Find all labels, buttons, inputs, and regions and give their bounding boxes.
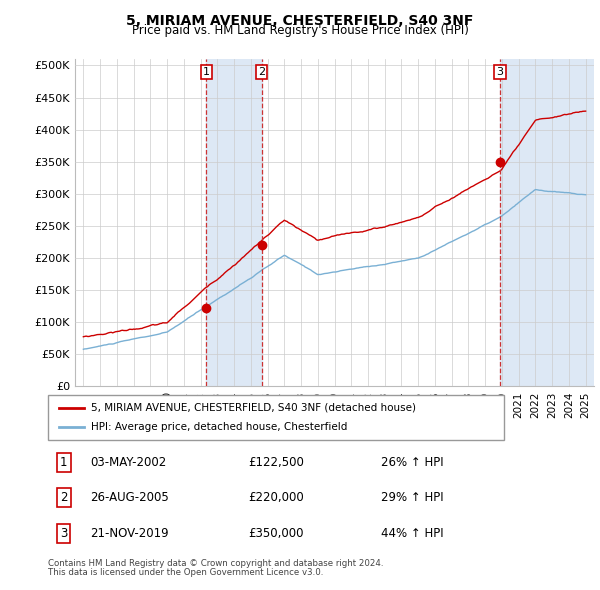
Text: 26-AUG-2005: 26-AUG-2005 bbox=[90, 490, 169, 504]
Text: 1: 1 bbox=[60, 455, 68, 468]
Text: HPI: Average price, detached house, Chesterfield: HPI: Average price, detached house, Ches… bbox=[91, 422, 347, 432]
Text: 44% ↑ HPI: 44% ↑ HPI bbox=[380, 527, 443, 540]
Text: 3: 3 bbox=[497, 67, 503, 77]
Text: £350,000: £350,000 bbox=[248, 527, 304, 540]
Text: 5, MIRIAM AVENUE, CHESTERFIELD, S40 3NF (detached house): 5, MIRIAM AVENUE, CHESTERFIELD, S40 3NF … bbox=[91, 403, 416, 412]
Text: 26% ↑ HPI: 26% ↑ HPI bbox=[380, 455, 443, 468]
Text: 3: 3 bbox=[60, 527, 68, 540]
Text: 29% ↑ HPI: 29% ↑ HPI bbox=[380, 490, 443, 504]
Text: 03-MAY-2002: 03-MAY-2002 bbox=[90, 455, 166, 468]
FancyBboxPatch shape bbox=[48, 395, 504, 440]
Text: 2: 2 bbox=[60, 490, 68, 504]
Bar bbox=[500, 59, 594, 386]
Text: This data is licensed under the Open Government Licence v3.0.: This data is licensed under the Open Gov… bbox=[48, 568, 323, 576]
Text: Contains HM Land Registry data © Crown copyright and database right 2024.: Contains HM Land Registry data © Crown c… bbox=[48, 559, 383, 568]
Bar bbox=[206, 59, 262, 386]
Text: 21-NOV-2019: 21-NOV-2019 bbox=[90, 527, 169, 540]
Text: 1: 1 bbox=[203, 67, 210, 77]
Text: Price paid vs. HM Land Registry's House Price Index (HPI): Price paid vs. HM Land Registry's House … bbox=[131, 24, 469, 37]
Text: 5, MIRIAM AVENUE, CHESTERFIELD, S40 3NF: 5, MIRIAM AVENUE, CHESTERFIELD, S40 3NF bbox=[127, 14, 473, 28]
Text: 2: 2 bbox=[258, 67, 265, 77]
Text: £220,000: £220,000 bbox=[248, 490, 304, 504]
Text: £122,500: £122,500 bbox=[248, 455, 305, 468]
